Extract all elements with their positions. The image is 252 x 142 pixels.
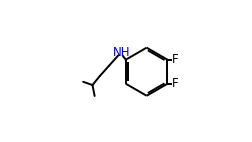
Text: F: F	[172, 77, 178, 90]
Text: NH: NH	[113, 46, 130, 59]
Text: F: F	[172, 53, 178, 66]
